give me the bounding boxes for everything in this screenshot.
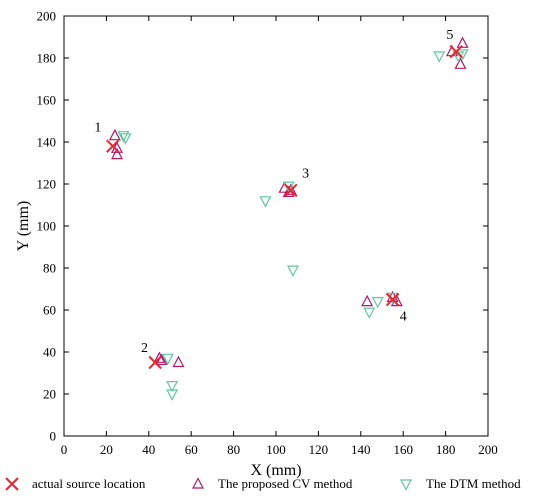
data-point [259,196,272,208]
data-point [385,292,400,307]
data-point [166,381,179,393]
point-annotations: 1 2 3 4 5 [94,28,453,356]
data-point [361,294,374,307]
y-tick-label: 80 [43,261,56,276]
data-point [111,147,123,160]
y-tick-label: 140 [37,135,57,150]
legend-marker [5,477,19,491]
y-tick-label: 180 [37,51,57,66]
legend-marker [192,477,204,489]
data-point [284,183,298,198]
series-0 [106,44,463,370]
data-point [108,128,121,141]
data-point [454,57,467,69]
x-tick-label: 160 [393,442,413,457]
x-tick-label: 140 [351,442,371,457]
x-tick-label: 100 [266,442,286,457]
data-point [286,265,299,277]
legend-item: The proposed CV method [192,476,353,491]
x-tick-label: 0 [61,442,68,457]
legend-label: The DTM method [426,476,521,491]
y-tick-label: 160 [37,93,57,108]
legend-item: actual source location [5,476,146,491]
y-tick-label: 0 [50,429,57,444]
y-tick-label: 40 [43,345,56,360]
x-tick-label: 120 [309,442,329,457]
legend-marker [400,479,412,491]
x-tick-label: 200 [478,442,498,457]
y-tick-label: 60 [43,303,56,318]
data-point [433,51,446,63]
source-label: 2 [141,341,148,356]
data-points [106,36,469,401]
data-point [117,131,130,143]
x-tick-label: 20 [100,442,113,457]
data-point [119,133,132,145]
legend: actual source location The proposed CV me… [5,476,521,491]
data-point [371,297,384,309]
legend-item: The DTM method [400,476,521,491]
source-label: 1 [94,121,101,136]
y-tick-label: 100 [37,219,57,234]
legend-label: actual source location [32,476,146,491]
data-point [148,355,162,370]
data-point [153,351,166,363]
x-axis-label: X (mm) [250,462,301,479]
data-point [363,307,376,319]
data-point [106,139,120,153]
x-tick-label: 40 [142,442,155,457]
data-point [161,353,174,366]
data-point [284,183,297,195]
y-tick-label: 120 [37,177,57,192]
axis-ticks [63,15,489,437]
data-point [166,389,179,401]
plot-area-frame [63,15,489,437]
tick-labels: 0 20 40 60 80 100 120 140 160 180 200 0 20 40 60 80 100 1… [37,9,498,458]
x-tick-label: 180 [436,442,456,457]
series-2 [117,49,469,401]
y-tick-label: 20 [43,387,56,402]
data-point [456,36,469,48]
x-tick-label: 60 [185,442,198,457]
x-tick-label: 80 [227,442,240,457]
source-label: 5 [446,28,453,43]
legend-label: The proposed CV method [218,476,353,491]
y-tick-label: 200 [37,9,57,24]
y-axis-label: Y (mm) [15,201,32,252]
source-label: 3 [302,167,309,182]
data-point [172,355,185,368]
series-1 [108,36,469,368]
source-label: 4 [400,310,407,325]
data-point [449,44,463,59]
